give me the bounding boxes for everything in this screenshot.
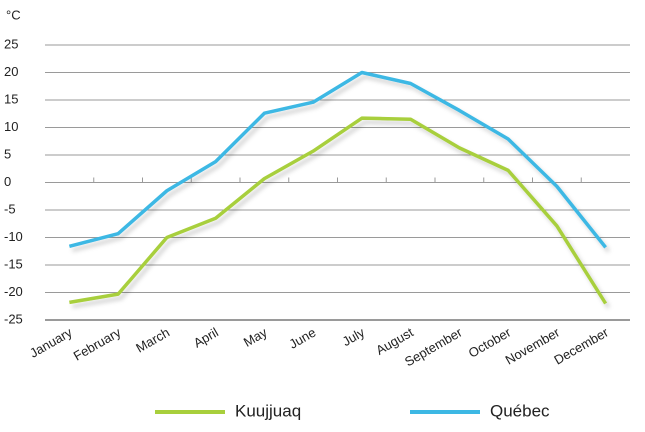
x-tick-label: April — [191, 325, 221, 351]
y-tick-label: 20 — [4, 64, 18, 79]
y-tick-label: -20 — [4, 284, 23, 299]
x-tick-label: February — [71, 324, 124, 363]
x-tick-label: January — [27, 324, 75, 360]
y-tick-label: -5 — [4, 201, 16, 216]
y-tick-label: 0 — [4, 174, 11, 189]
x-tick-label: July — [340, 324, 368, 349]
x-tick-label: May — [241, 324, 270, 350]
legend-label: Kuujjuaq — [235, 401, 301, 420]
series-line — [69, 116, 608, 305]
x-tick-label: June — [286, 325, 318, 352]
y-tick-label: -10 — [4, 229, 23, 244]
y-tick-label: 5 — [4, 146, 11, 161]
y-tick-label: -25 — [4, 311, 23, 326]
series-line — [68, 70, 607, 249]
y-tick-label: 10 — [4, 119, 18, 134]
y-tick-label: 25 — [4, 36, 18, 51]
y-tick-label: 15 — [4, 91, 18, 106]
x-tick-label: December — [551, 324, 611, 367]
y-unit: °C — [6, 7, 21, 22]
legend-label: Québec — [490, 401, 550, 420]
x-tick-label: March — [133, 325, 172, 356]
x-tick-label: November — [503, 324, 563, 367]
y-tick-label: -15 — [4, 256, 23, 271]
